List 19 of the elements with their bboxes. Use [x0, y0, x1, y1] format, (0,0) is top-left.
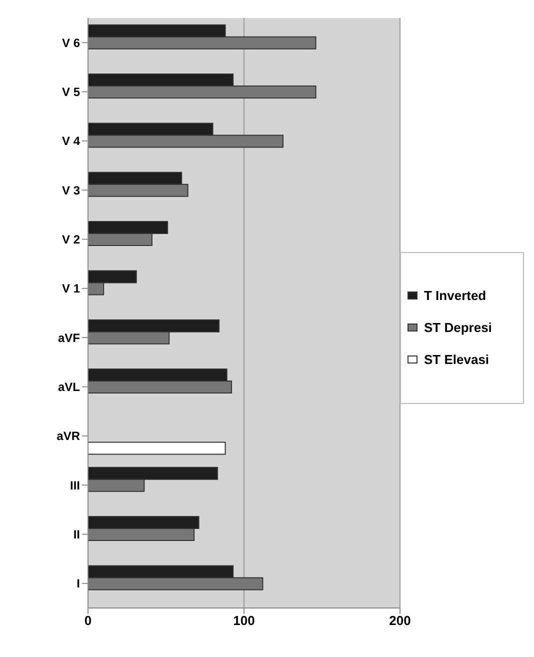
- y-tick-label: aVR: [56, 429, 80, 444]
- y-tick-label: II: [73, 528, 80, 542]
- bar: [88, 442, 226, 455]
- y-tick-label: V 4: [62, 134, 80, 148]
- legend-label: ST Elevasi: [424, 351, 490, 369]
- y-tick-label: V 2: [62, 232, 80, 247]
- legend-label: ST Depresi: [424, 319, 493, 337]
- x-tick-label: 0: [84, 613, 92, 628]
- y-tick-label: I: [76, 576, 80, 591]
- y-tick-label: III: [70, 478, 80, 492]
- y-tick-label: aVF: [58, 330, 80, 345]
- y-tick-label: V 3: [62, 183, 80, 198]
- x-tick-label: 100: [233, 613, 255, 628]
- y-tick-label: aVL: [58, 380, 80, 394]
- y-tick-label: V 5: [62, 85, 80, 100]
- y-tick-label: V 1: [62, 282, 80, 296]
- legend-label: T Inverted: [424, 287, 488, 305]
- y-tick-label: V 6: [62, 36, 80, 50]
- x-tick-label: 200: [389, 613, 411, 628]
